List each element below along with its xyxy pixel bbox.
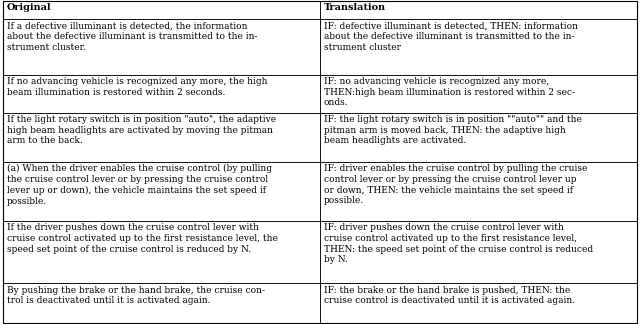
- Text: IF: the brake or the hand brake is pushed, THEN: the
cruise control is deactivat: IF: the brake or the hand brake is pushe…: [324, 286, 575, 306]
- Bar: [320, 75, 637, 112]
- Bar: [3, 1, 320, 19]
- Bar: [3, 19, 320, 75]
- Text: By pushing the brake or the hand brake, the cruise con-
trol is deactivated unti: By pushing the brake or the hand brake, …: [7, 286, 265, 306]
- Text: If the driver pushes down the cruise control lever with
cruise control activated: If the driver pushes down the cruise con…: [7, 223, 278, 254]
- Text: IF: driver enables the cruise control by pulling the cruise
control lever or by : IF: driver enables the cruise control by…: [324, 164, 588, 205]
- Bar: [320, 221, 637, 284]
- Bar: [320, 112, 637, 162]
- Text: (a) When the driver enables the cruise control (by pulling
the cruise control le: (a) When the driver enables the cruise c…: [7, 164, 272, 206]
- Bar: [320, 1, 637, 19]
- Text: IF: driver pushes down the cruise control lever with
cruise control activated up: IF: driver pushes down the cruise contro…: [324, 223, 593, 264]
- Text: Original: Original: [7, 3, 52, 12]
- Bar: [3, 112, 320, 162]
- Bar: [3, 221, 320, 284]
- Bar: [3, 284, 320, 323]
- Text: If a defective illuminant is detected, the information
about the defective illum: If a defective illuminant is detected, t…: [7, 22, 257, 52]
- Bar: [320, 284, 637, 323]
- Bar: [320, 162, 637, 221]
- Text: If no advancing vehicle is recognized any more, the high
beam illumination is re: If no advancing vehicle is recognized an…: [7, 77, 268, 97]
- Bar: [3, 75, 320, 112]
- Text: If the light rotary switch is in position "auto", the adaptive
high beam headlig: If the light rotary switch is in positio…: [7, 115, 276, 145]
- Text: IF: the light rotary switch is in position ""auto"" and the
pitman arm is moved : IF: the light rotary switch is in positi…: [324, 115, 582, 145]
- Bar: [3, 162, 320, 221]
- Text: Translation: Translation: [324, 3, 386, 12]
- Text: IF: no advancing vehicle is recognized any more,
THEN:high beam illumination is : IF: no advancing vehicle is recognized a…: [324, 77, 575, 107]
- Bar: [320, 19, 637, 75]
- Text: IF: defective illuminant is detected, THEN: information
about the defective illu: IF: defective illuminant is detected, TH…: [324, 22, 578, 52]
